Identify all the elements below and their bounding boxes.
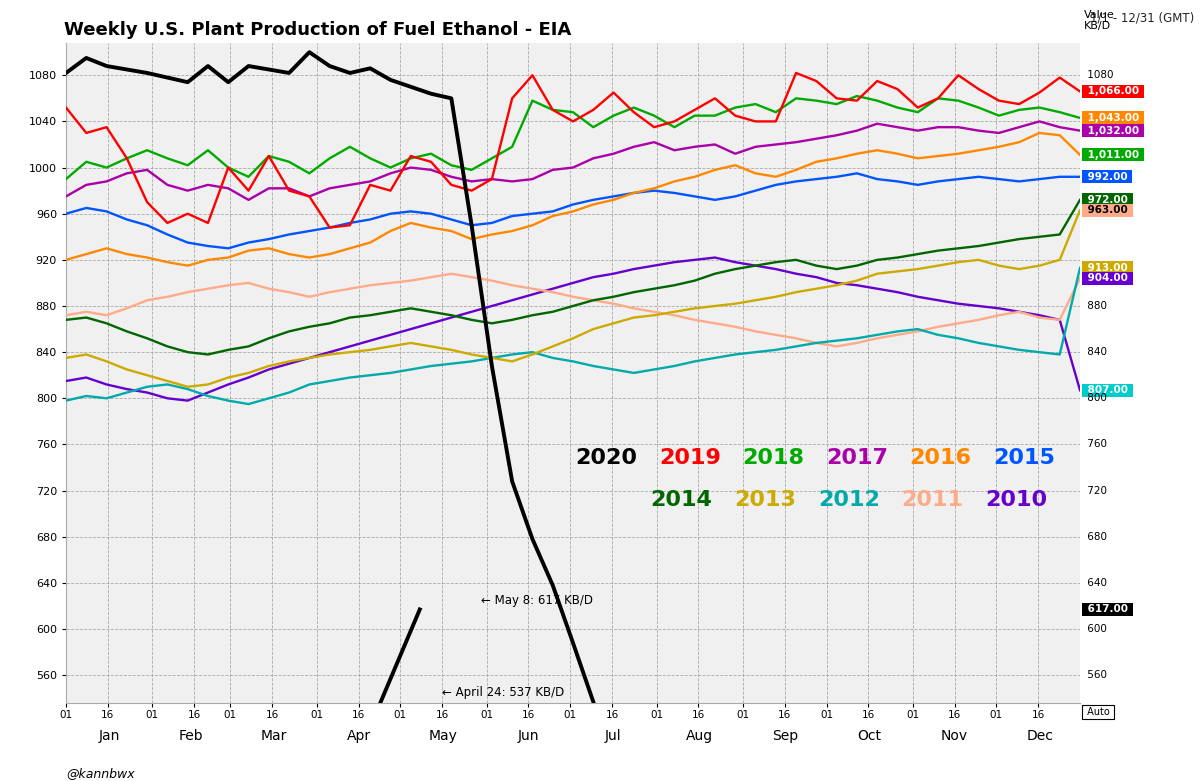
Text: 2010: 2010 (985, 490, 1046, 510)
Text: 840: 840 (1084, 348, 1106, 357)
Text: 560: 560 (1084, 670, 1106, 680)
Text: KB/D: KB/D (1084, 21, 1111, 31)
Text: Auto: Auto (1084, 707, 1112, 717)
Text: 1/1 - 12/31 (GMT): 1/1 - 12/31 (GMT) (1090, 12, 1194, 25)
Text: 963.00: 963.00 (1084, 205, 1130, 216)
Text: 680: 680 (1084, 532, 1106, 542)
Text: 1,032.00: 1,032.00 (1084, 126, 1142, 136)
Text: 807.00: 807.00 (1084, 385, 1132, 395)
Text: 2016: 2016 (910, 448, 972, 469)
Text: 760: 760 (1084, 440, 1106, 449)
Text: 1080: 1080 (1084, 70, 1114, 80)
Text: 1,066.00: 1,066.00 (1084, 87, 1142, 96)
Text: 2017: 2017 (826, 448, 888, 469)
Text: ← April 24: 537 KB/D: ← April 24: 537 KB/D (442, 686, 564, 699)
Text: 2011: 2011 (901, 490, 964, 510)
Text: @kannbwx: @kannbwx (66, 767, 134, 780)
Text: 2020: 2020 (576, 448, 637, 469)
Text: 1,043.00: 1,043.00 (1084, 113, 1142, 123)
Text: 617.00: 617.00 (1084, 604, 1132, 615)
Text: Value: Value (1084, 9, 1115, 20)
Text: 904.00: 904.00 (1084, 273, 1132, 284)
Text: 1,011.00: 1,011.00 (1084, 150, 1142, 160)
Text: 880: 880 (1084, 301, 1106, 311)
Text: 2018: 2018 (743, 448, 804, 469)
Text: ← May 8: 617 KB/D: ← May 8: 617 KB/D (481, 594, 593, 607)
Text: 913.00: 913.00 (1084, 263, 1130, 273)
Text: 2012: 2012 (818, 490, 880, 510)
Text: 600: 600 (1084, 624, 1106, 634)
Text: Weekly U.S. Plant Production of Fuel Ethanol - EIA: Weekly U.S. Plant Production of Fuel Eth… (64, 20, 571, 38)
Text: 2014: 2014 (650, 490, 713, 510)
Text: 2013: 2013 (734, 490, 796, 510)
Text: 800: 800 (1084, 394, 1106, 403)
Text: 2019: 2019 (659, 448, 721, 469)
Text: 640: 640 (1084, 578, 1106, 588)
Text: 720: 720 (1084, 486, 1106, 496)
Text: 2015: 2015 (994, 448, 1055, 469)
Text: 992.00: 992.00 (1084, 172, 1130, 182)
Text: 972.00: 972.00 (1084, 195, 1132, 205)
